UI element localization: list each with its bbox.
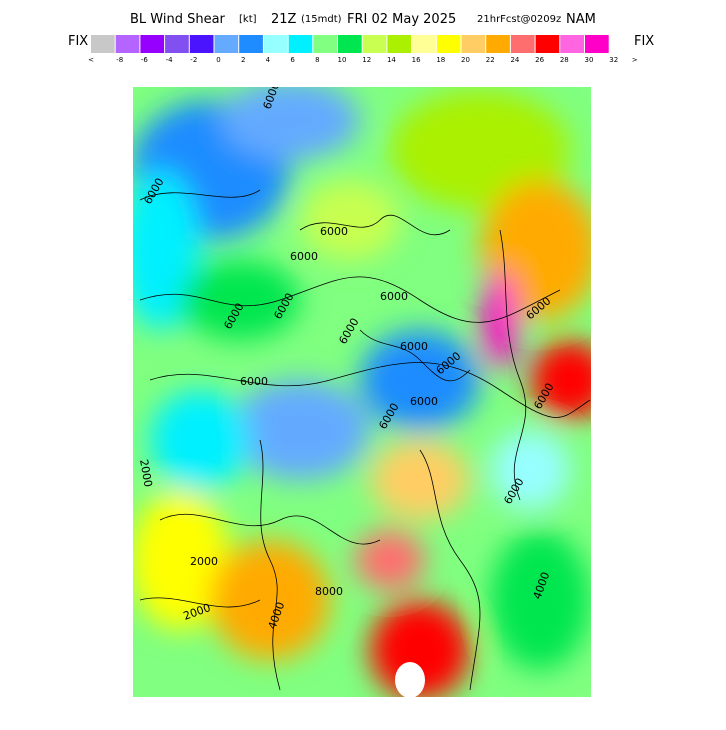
color-swatch — [288, 35, 313, 53]
contour-label: 6000 — [240, 375, 268, 388]
color-swatch — [510, 35, 535, 53]
shear-field — [133, 87, 591, 697]
color-swatch — [387, 35, 412, 53]
legend-right-label: FIX — [634, 34, 654, 49]
colorbar-tick-label: -6 — [141, 56, 149, 64]
contour-label: 6000 — [380, 290, 408, 303]
colorbar-tick-label: 14 — [387, 56, 396, 64]
colorbar-tick-label: 32 — [609, 56, 618, 64]
colorbar: < -8 -6 -4 -2 0 2 4 6 8 10 12 14 16 18 20 22 24 26 28 30 32 > — [88, 35, 638, 64]
colorbar-tick-label: 10 — [338, 56, 347, 64]
color-swatch — [165, 35, 189, 53]
colorbar-tick-label: 2 — [241, 56, 245, 64]
contour-label: 8000 — [315, 585, 343, 598]
local-time: (15mdt) — [301, 14, 342, 25]
contour-label: 6000 — [400, 340, 428, 353]
colorbar-tick-label: 6 — [290, 56, 295, 64]
colorbar-tick-label: 20 — [461, 56, 470, 64]
contour-label: 2000 — [137, 458, 155, 488]
colorbar-tick-label: < — [88, 56, 94, 64]
colorbar-tick-label: 4 — [266, 56, 271, 64]
colorbar-tick-label: > — [632, 56, 638, 64]
color-swatch — [313, 35, 337, 53]
color-swatch — [461, 35, 486, 53]
model: NAM — [566, 12, 596, 27]
colorbar-tick-label: 16 — [412, 56, 421, 64]
colorbar-tick-label: 18 — [436, 56, 445, 64]
colorbar-tick-label: 26 — [535, 56, 544, 64]
color-swatch — [263, 35, 288, 53]
color-swatch — [436, 35, 461, 53]
contour-label: 2000 — [190, 555, 218, 568]
colorbar-tick-label: 28 — [560, 56, 569, 64]
color-swatch — [91, 35, 115, 53]
color-swatch — [362, 35, 387, 53]
contour-label: 6000 — [320, 225, 348, 238]
contour-label: 6000 — [290, 250, 318, 263]
color-swatch — [239, 35, 263, 53]
color-swatch — [115, 35, 140, 53]
date: FRI 02 May 2025 — [347, 12, 456, 27]
color-swatch — [560, 35, 584, 53]
color-swatch — [412, 35, 436, 53]
colorbar-tick-label: -8 — [116, 56, 123, 64]
colorbar-tick-label: 24 — [510, 56, 519, 64]
legend-left-label: FIX — [68, 34, 88, 49]
color-swatch — [140, 35, 165, 53]
time: 21Z — [271, 12, 297, 27]
color-swatch — [486, 35, 510, 53]
colorbar-tick-label: -2 — [190, 56, 197, 64]
colorbar-tick-label: 12 — [362, 56, 371, 64]
colorbar-tick-label: 22 — [486, 56, 495, 64]
color-swatch — [535, 35, 560, 53]
contours — [139, 189, 591, 691]
colorbar-tick-label: -4 — [166, 56, 174, 64]
title: BL Wind Shear — [130, 12, 226, 27]
color-swatch — [214, 35, 239, 53]
units: [kt] — [239, 14, 257, 25]
colorbar-tick-label: 30 — [585, 56, 594, 64]
color-swatch — [585, 35, 609, 53]
color-swatch — [338, 35, 362, 53]
color-swatch — [189, 35, 214, 53]
colorbar-tick-label: 8 — [315, 56, 319, 64]
colorbar-tick-label: 0 — [216, 56, 220, 64]
forecast: 21hrFcst@0209z — [477, 14, 561, 25]
contour-label: 6000 — [410, 395, 438, 408]
missing-area — [395, 662, 425, 697]
